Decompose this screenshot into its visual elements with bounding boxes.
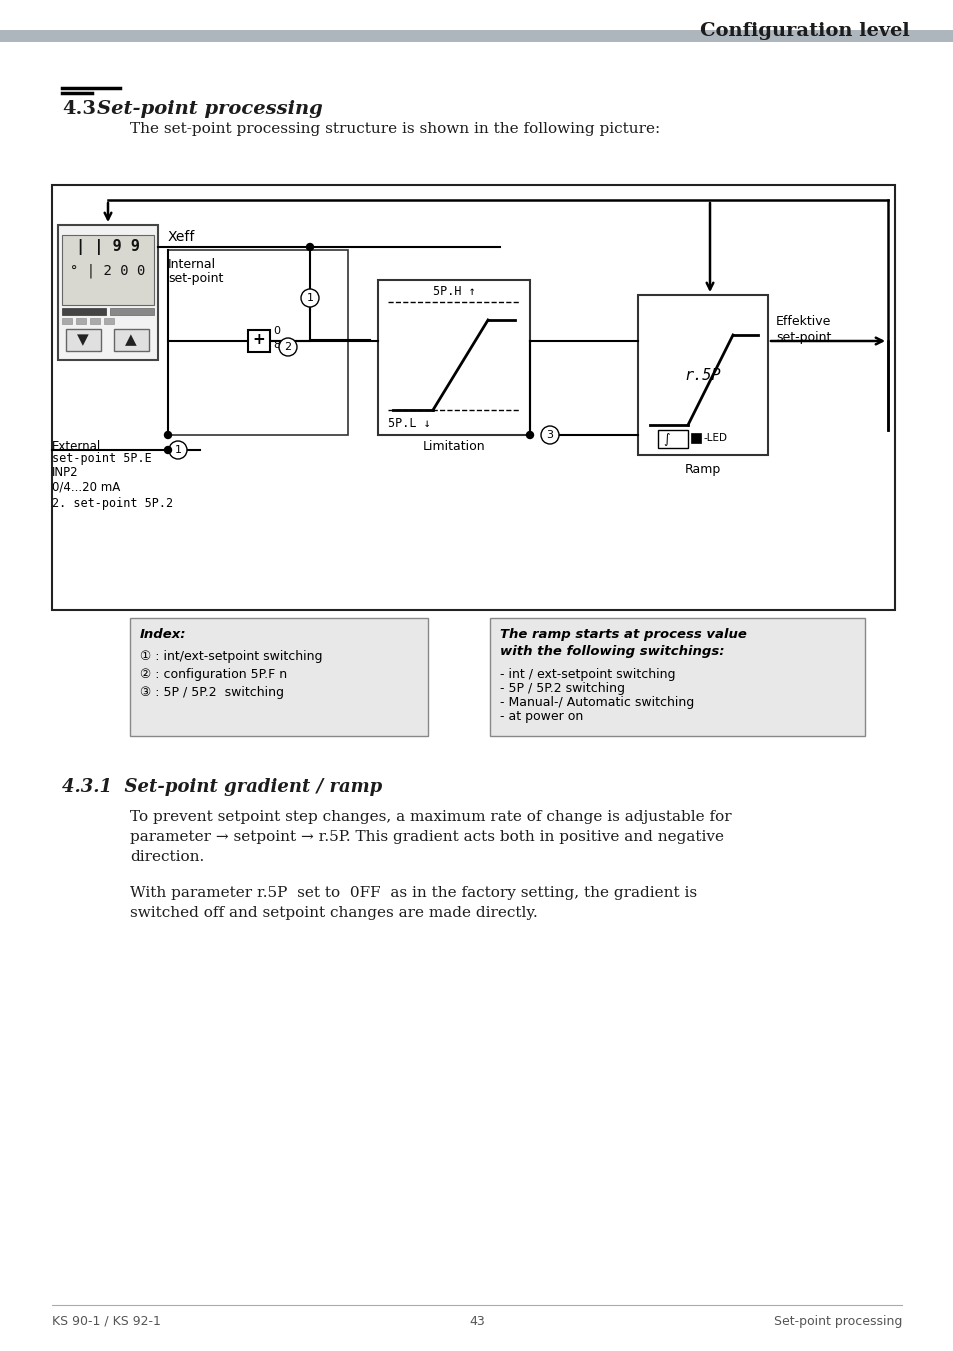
Text: | | 9 9: | | 9 9 <box>76 239 140 255</box>
Bar <box>58 226 158 359</box>
Text: switched off and setpoint changes are made directly.: switched off and setpoint changes are ma… <box>130 907 537 920</box>
Text: 1: 1 <box>174 444 181 455</box>
Circle shape <box>526 431 533 439</box>
Text: 4.3: 4.3 <box>62 100 96 118</box>
Text: Xeff: Xeff <box>168 230 195 245</box>
Circle shape <box>278 338 296 357</box>
Text: Limitation: Limitation <box>422 440 485 453</box>
Text: direction.: direction. <box>130 850 204 865</box>
Bar <box>62 308 106 315</box>
Text: set-point 5P.E: set-point 5P.E <box>52 453 152 465</box>
Text: Ramp: Ramp <box>684 463 720 476</box>
Text: - 5P / 5P.2 switching: - 5P / 5P.2 switching <box>499 682 624 694</box>
Bar <box>76 317 86 324</box>
Text: +: + <box>253 332 265 347</box>
Text: Set-point processing: Set-point processing <box>773 1315 901 1328</box>
Text: 2. set-point 5P.2: 2. set-point 5P.2 <box>52 497 172 509</box>
Bar <box>52 185 894 611</box>
Text: 8: 8 <box>273 340 280 350</box>
Text: with the following switchings:: with the following switchings: <box>499 644 723 658</box>
Text: r.5P: r.5P <box>684 367 720 382</box>
Text: 5P.H ↑: 5P.H ↑ <box>432 285 475 299</box>
Circle shape <box>164 431 172 439</box>
Circle shape <box>164 446 172 454</box>
Text: External: External <box>52 440 101 453</box>
Bar <box>66 330 101 351</box>
Text: The set-point processing structure is shown in the following picture:: The set-point processing structure is sh… <box>130 122 659 136</box>
Text: Internal: Internal <box>168 258 216 272</box>
Bar <box>130 617 428 736</box>
Text: ② : configuration 5P.F n: ② : configuration 5P.F n <box>140 667 287 681</box>
Text: parameter → setpoint → r.5P. This gradient acts both in positive and negative: parameter → setpoint → r.5P. This gradie… <box>130 830 723 844</box>
Bar <box>377 280 530 435</box>
Bar <box>638 295 767 455</box>
Text: 3: 3 <box>546 430 553 440</box>
Text: ▼: ▼ <box>77 332 89 347</box>
Text: - Manual-/ Automatic switching: - Manual-/ Automatic switching <box>499 696 694 709</box>
Text: ∫: ∫ <box>662 434 669 446</box>
Text: To prevent setpoint step changes, a maximum rate of change is adjustable for: To prevent setpoint step changes, a maxi… <box>130 811 731 824</box>
Text: set-point: set-point <box>168 272 223 285</box>
Bar <box>62 235 153 305</box>
Text: 1: 1 <box>306 293 314 303</box>
Text: 43: 43 <box>469 1315 484 1328</box>
Bar <box>110 308 153 315</box>
Bar <box>113 330 149 351</box>
Text: 0: 0 <box>273 326 280 336</box>
Text: ° | 2 0 0: ° | 2 0 0 <box>71 263 146 277</box>
Text: 0/4...20 mA: 0/4...20 mA <box>52 480 120 493</box>
Bar <box>90 317 100 324</box>
Text: ① : int/ext-setpoint switching: ① : int/ext-setpoint switching <box>140 650 322 663</box>
Text: INP2: INP2 <box>52 466 78 480</box>
Bar <box>248 330 270 353</box>
Bar <box>168 250 348 435</box>
Bar <box>0 30 953 42</box>
Circle shape <box>169 440 187 459</box>
Text: 4.3.1  Set-point gradient / ramp: 4.3.1 Set-point gradient / ramp <box>62 778 382 796</box>
Circle shape <box>540 426 558 444</box>
Text: 5P.L ↓: 5P.L ↓ <box>388 417 431 430</box>
Text: ③ : 5P / 5P.2  switching: ③ : 5P / 5P.2 switching <box>140 686 284 698</box>
Bar <box>658 430 687 449</box>
Circle shape <box>306 243 314 250</box>
Bar <box>62 317 71 324</box>
Text: 2: 2 <box>284 342 292 353</box>
Text: KS 90-1 / KS 92-1: KS 90-1 / KS 92-1 <box>52 1315 161 1328</box>
Text: Set-point processing: Set-point processing <box>97 100 322 118</box>
Text: -LED: -LED <box>703 434 727 443</box>
Text: Effektive: Effektive <box>775 315 830 328</box>
Text: ▲: ▲ <box>125 332 136 347</box>
Text: - int / ext-setpoint switching: - int / ext-setpoint switching <box>499 667 675 681</box>
Bar <box>104 317 113 324</box>
Bar <box>490 617 864 736</box>
Text: Index:: Index: <box>140 628 186 640</box>
Circle shape <box>301 289 318 307</box>
Text: - at power on: - at power on <box>499 711 582 723</box>
Bar <box>690 434 700 443</box>
Text: The ramp starts at process value: The ramp starts at process value <box>499 628 746 640</box>
Text: With parameter r.5P  set to  0FF  as in the factory setting, the gradient is: With parameter r.5P set to 0FF as in the… <box>130 886 697 900</box>
Text: Configuration level: Configuration level <box>700 22 909 41</box>
Text: set-point: set-point <box>775 331 830 345</box>
